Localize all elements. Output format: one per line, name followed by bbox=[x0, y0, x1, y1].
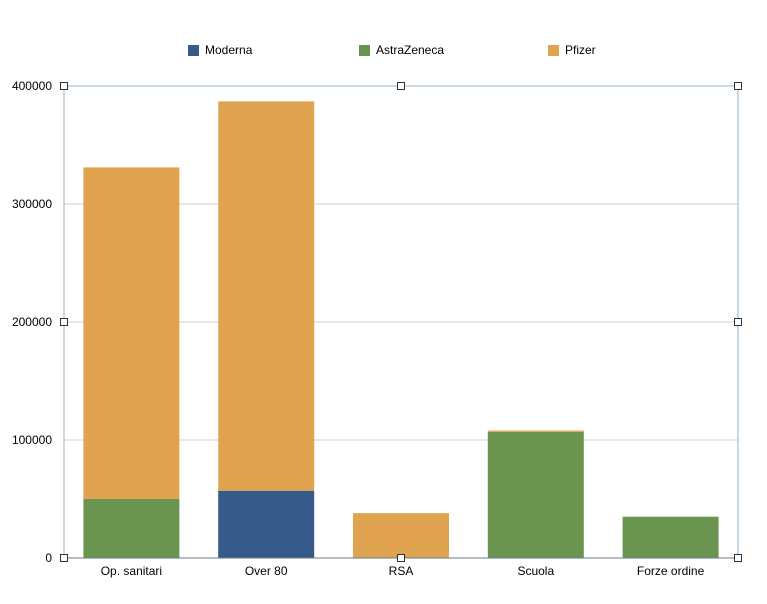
selection-handle bbox=[397, 82, 405, 90]
bar-moderna-1 bbox=[218, 490, 315, 558]
y-tick-label: 300000 bbox=[12, 197, 52, 211]
x-tick-label: Op. sanitari bbox=[101, 564, 162, 578]
x-tick-label: Over 80 bbox=[245, 564, 288, 578]
legend-swatch-astrazeneca bbox=[359, 44, 370, 56]
legend-label-moderna: Moderna bbox=[205, 43, 253, 57]
legend-item-astrazeneca: AstraZeneca bbox=[359, 43, 444, 57]
legend-item-moderna: Moderna bbox=[188, 43, 252, 57]
legend-label-pfizer: Pfizer bbox=[565, 43, 596, 57]
y-tick-label: 400000 bbox=[12, 79, 52, 93]
selection-handle bbox=[734, 318, 742, 326]
x-tick-label: Forze ordine bbox=[637, 564, 705, 578]
bar-pfizer-2 bbox=[353, 513, 449, 558]
x-tick-label: RSA bbox=[389, 564, 414, 578]
bar-pfizer-0 bbox=[83, 167, 180, 500]
legend-label-astrazeneca: AstraZeneca bbox=[376, 43, 445, 57]
legend-swatch-pfizer bbox=[548, 44, 559, 56]
y-tick-label: 200000 bbox=[12, 315, 52, 329]
selection-handle bbox=[60, 554, 68, 562]
bar-pfizer-1 bbox=[218, 101, 315, 491]
selection-handle bbox=[60, 82, 68, 90]
legend-item-pfizer: Pfizer bbox=[548, 43, 596, 57]
selection-handle bbox=[60, 318, 68, 326]
chart-legend: Moderna AstraZeneca Pfizer bbox=[0, 43, 767, 61]
selection-handle bbox=[734, 554, 742, 562]
selection-handle bbox=[734, 82, 742, 90]
x-tick-label: Scuola bbox=[517, 564, 554, 578]
bar-astrazeneca-0 bbox=[83, 499, 180, 558]
legend-swatch-moderna bbox=[188, 44, 199, 56]
bar-pfizer-3 bbox=[487, 430, 584, 432]
bar-astrazeneca-3 bbox=[487, 431, 584, 558]
bar-astrazeneca-4 bbox=[622, 516, 719, 558]
y-tick-label: 100000 bbox=[12, 433, 52, 447]
selection-handle bbox=[397, 554, 405, 562]
y-tick-label: 0 bbox=[45, 551, 52, 565]
